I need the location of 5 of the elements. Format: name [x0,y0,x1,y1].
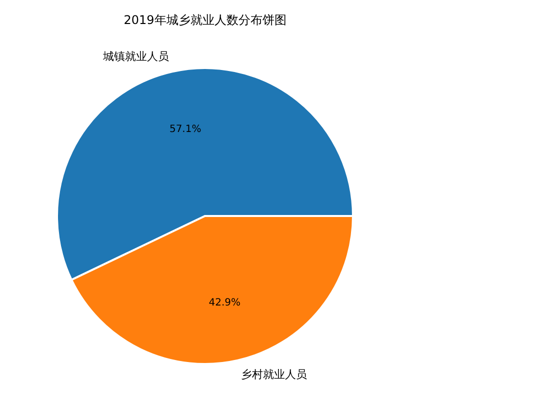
chart-title: 2019年城乡就业人数分布饼图 [124,13,286,27]
slice-label: 乡村就业人员 [241,368,308,381]
slice-label: 城镇就业人员 [102,50,169,64]
data-label: 57.1% [169,124,202,136]
data-label: 42.9% [208,297,241,308]
